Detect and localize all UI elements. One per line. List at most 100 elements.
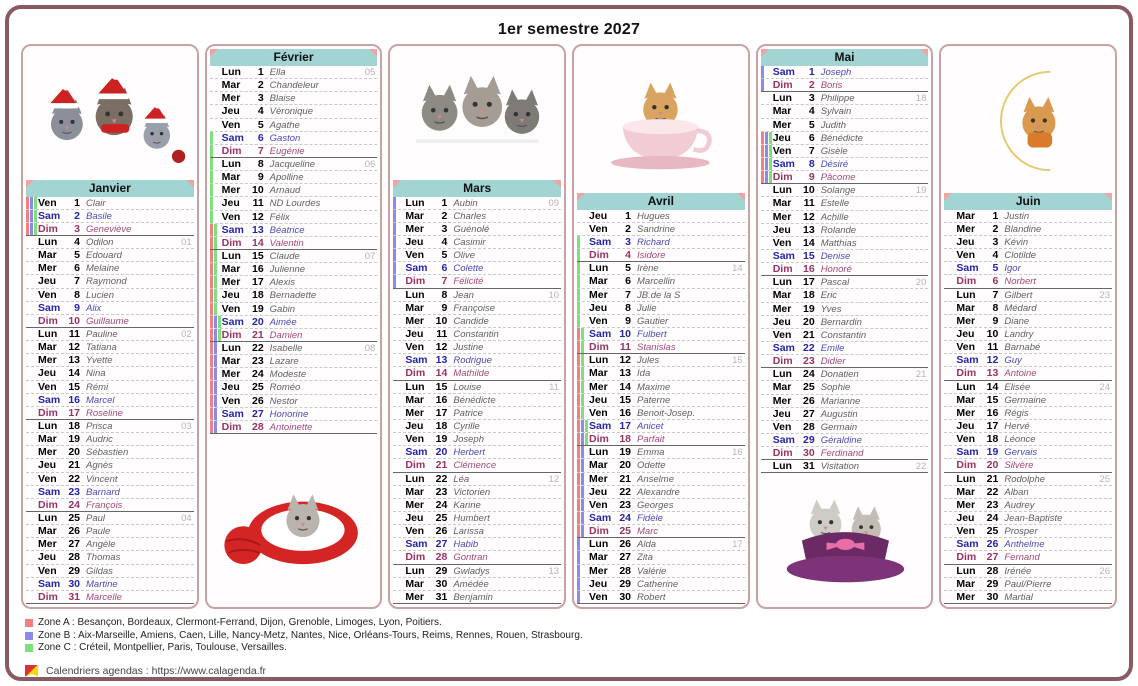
day-number: 31 (435, 590, 448, 603)
saint-name: Paterne (637, 394, 671, 406)
day-number: 26 (251, 394, 264, 407)
day-number: 17 (803, 276, 815, 289)
day-number: 3 (625, 236, 632, 249)
day-abbrev: Mar (221, 171, 241, 184)
day-abbrev: Dim (772, 263, 793, 276)
day-row: Dim 7 Félicité (393, 275, 562, 289)
zone-holiday-stripes (577, 446, 585, 459)
day-number: 4 (625, 249, 632, 262)
day-number: 6 (625, 275, 632, 288)
day-row: Jeu 11 Constantin (393, 328, 562, 342)
saint-name: Cyrille (453, 421, 480, 433)
zone-holiday-stripes (577, 485, 585, 498)
day-row: Lun 19 Emma 16 (577, 446, 745, 460)
calagenda-link[interactable]: Calendriers agendas : https://www.calage… (46, 664, 267, 677)
day-row: Mer 24 Modeste (209, 368, 378, 382)
zone-holiday-stripes (577, 433, 589, 446)
day-row: Ven 14 Matthias (760, 236, 929, 250)
day-number: 12 (619, 354, 632, 367)
saint-name: Antoinette (269, 421, 313, 433)
zone-holiday-stripes (577, 341, 585, 354)
day-row: Sam 15 Denise (760, 249, 929, 264)
saint-name: Constantin (820, 329, 867, 341)
day-number: 8 (808, 157, 815, 170)
day-number: 2 (625, 222, 632, 235)
saint-name: Modeste (269, 369, 307, 381)
day-abbrev: Jeu (772, 407, 791, 420)
day-abbrev: Mar (38, 433, 57, 446)
day-number: 24 (68, 498, 80, 511)
month-name: Juin (1015, 193, 1041, 208)
day-number: 13 (435, 354, 448, 367)
day-row: Dim 17 Roseline (26, 407, 194, 421)
day-number: 20 (619, 459, 632, 472)
zone-holiday-stripes (577, 354, 585, 367)
zone-color-swatch (25, 631, 33, 640)
saint-name: Audrey (1004, 499, 1035, 511)
day-row: Jeu 20 Bernardin (760, 316, 929, 329)
day-abbrev: Lun (589, 354, 609, 367)
day-number: 5 (992, 262, 999, 275)
day-abbrev: Jeu (772, 131, 791, 144)
day-abbrev: Ven (772, 236, 792, 249)
day-row: Mer 16 Régis (944, 407, 1113, 421)
day-abbrev: Mer (405, 406, 425, 419)
day-abbrev: Jeu (956, 236, 975, 249)
day-row: Dim 31 Marcelle (26, 591, 194, 604)
day-abbrev: Sam (772, 157, 795, 170)
saint-name: Parfait (637, 434, 665, 446)
day-abbrev: Jeu (405, 512, 424, 525)
day-number: 9 (808, 171, 815, 184)
day-number: 25 (619, 525, 632, 538)
day-row: Jeu 4 Véronique (209, 105, 378, 119)
day-abbrev: Sam (221, 315, 244, 328)
saint-name: Paul (86, 513, 106, 525)
day-number: 15 (251, 249, 264, 262)
day-number: 3 (992, 236, 999, 249)
day-abbrev: Sam (772, 249, 795, 262)
zone-holiday-stripes (209, 197, 213, 210)
day-number: 23 (435, 485, 448, 498)
saint-name: Maxime (637, 381, 671, 393)
saint-name: Achille (820, 211, 849, 223)
saint-name: Aubin (453, 197, 478, 209)
saint-name: Silvère (1004, 460, 1034, 472)
day-abbrev: Jeu (221, 289, 240, 302)
day-number: 13 (986, 367, 999, 380)
month-days: Lun 1 Aubin 09 Mar 2 Charles Mer 3 Guénolé Jeu 4 Cas… (393, 196, 562, 604)
day-abbrev: Lun (38, 328, 58, 341)
saint-name: Casimir (453, 237, 486, 249)
month-days: Ven 1 Clair Sam 2 Basile Dim 3 Geneviève Lun 4 Odil… (26, 196, 194, 604)
day-number: 8 (74, 288, 80, 301)
saint-name: Geneviève (86, 223, 132, 235)
zone-holiday-stripes (577, 459, 585, 472)
week-number: 03 (181, 421, 192, 433)
day-number: 11 (987, 341, 999, 354)
day-abbrev: Sam (589, 236, 612, 249)
day-abbrev: Lun (38, 420, 58, 433)
day-row: Jeu 28 Thomas (26, 551, 194, 565)
day-number: 15 (619, 393, 632, 406)
day-row: Mer 6 Melaine (26, 262, 194, 276)
photo-three-kittens (393, 49, 561, 180)
week-number: 10 (548, 289, 560, 301)
month-column-fevrier: Février Lun 1 Ella 05 Mar 2 Chandeleur Mer 3 Blai… (204, 44, 383, 609)
saint-name: Valérie (637, 565, 667, 577)
saint-name: Tatiana (86, 342, 117, 354)
day-row: Jeu 24 Jean-Baptiste (944, 512, 1113, 526)
day-row: Lun 1 Aubin 09 (393, 196, 562, 210)
zone-holiday-stripes (393, 236, 397, 249)
day-abbrev: Ven (221, 394, 241, 407)
day-row: Sam 8 Désiré (760, 157, 929, 172)
day-row: Ven 26 Nestor (209, 394, 378, 408)
saint-name: Jacqueline (269, 158, 316, 170)
day-number: 6 (441, 262, 448, 275)
day-row: Lun 26 Alda 17 (577, 538, 745, 552)
day-row: Lun 1 Ella 05 (209, 66, 378, 80)
day-row: Sam 6 Gaston (209, 131, 378, 145)
day-row: Ven 1 Clair (26, 196, 194, 210)
day-row: Jeu 21 Agnès (26, 459, 194, 473)
day-abbrev: Mar (772, 105, 792, 118)
day-number: 15 (435, 380, 448, 393)
week-number: 15 (732, 355, 743, 367)
